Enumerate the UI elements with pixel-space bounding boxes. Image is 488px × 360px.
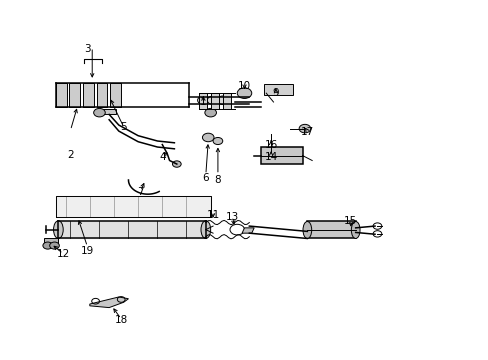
Polygon shape: [90, 297, 128, 307]
Circle shape: [237, 88, 251, 99]
Circle shape: [197, 96, 209, 104]
Circle shape: [217, 96, 228, 104]
Polygon shape: [223, 93, 231, 109]
Ellipse shape: [201, 221, 210, 238]
Text: 12: 12: [57, 249, 70, 260]
Circle shape: [202, 133, 214, 142]
Circle shape: [94, 108, 105, 117]
Ellipse shape: [350, 221, 359, 238]
Bar: [261, 147, 302, 164]
Text: 18: 18: [114, 315, 127, 325]
Text: 19: 19: [81, 246, 94, 256]
Text: 15: 15: [344, 216, 357, 226]
Text: 17: 17: [300, 127, 313, 137]
Polygon shape: [44, 238, 58, 244]
Circle shape: [50, 242, 59, 249]
Bar: [307, 221, 355, 238]
Polygon shape: [264, 84, 292, 95]
Circle shape: [204, 108, 216, 117]
Text: 5: 5: [120, 122, 127, 132]
Polygon shape: [56, 196, 210, 217]
Text: 8: 8: [214, 175, 221, 185]
Circle shape: [213, 138, 223, 145]
Circle shape: [207, 96, 219, 104]
Text: 10: 10: [238, 81, 250, 91]
Polygon shape: [242, 228, 254, 233]
Text: 14: 14: [264, 152, 277, 162]
Circle shape: [265, 148, 275, 155]
Text: 4: 4: [159, 152, 165, 162]
Text: 6: 6: [202, 173, 209, 183]
Text: 1: 1: [200, 97, 206, 107]
Text: 7: 7: [137, 188, 143, 197]
Polygon shape: [56, 82, 66, 107]
Polygon shape: [210, 93, 219, 109]
Polygon shape: [110, 82, 121, 107]
Circle shape: [172, 161, 181, 167]
Text: 11: 11: [206, 211, 219, 220]
Polygon shape: [69, 82, 80, 107]
Polygon shape: [95, 109, 116, 114]
Text: 16: 16: [264, 140, 277, 149]
Text: 3: 3: [84, 44, 90, 54]
Circle shape: [299, 124, 310, 133]
Ellipse shape: [303, 221, 311, 238]
Text: 2: 2: [67, 150, 74, 160]
Circle shape: [43, 242, 53, 249]
Ellipse shape: [53, 221, 63, 238]
Text: 9: 9: [272, 88, 279, 98]
Polygon shape: [198, 93, 207, 109]
Polygon shape: [96, 82, 107, 107]
Text: 13: 13: [225, 212, 239, 222]
Polygon shape: [83, 82, 94, 107]
